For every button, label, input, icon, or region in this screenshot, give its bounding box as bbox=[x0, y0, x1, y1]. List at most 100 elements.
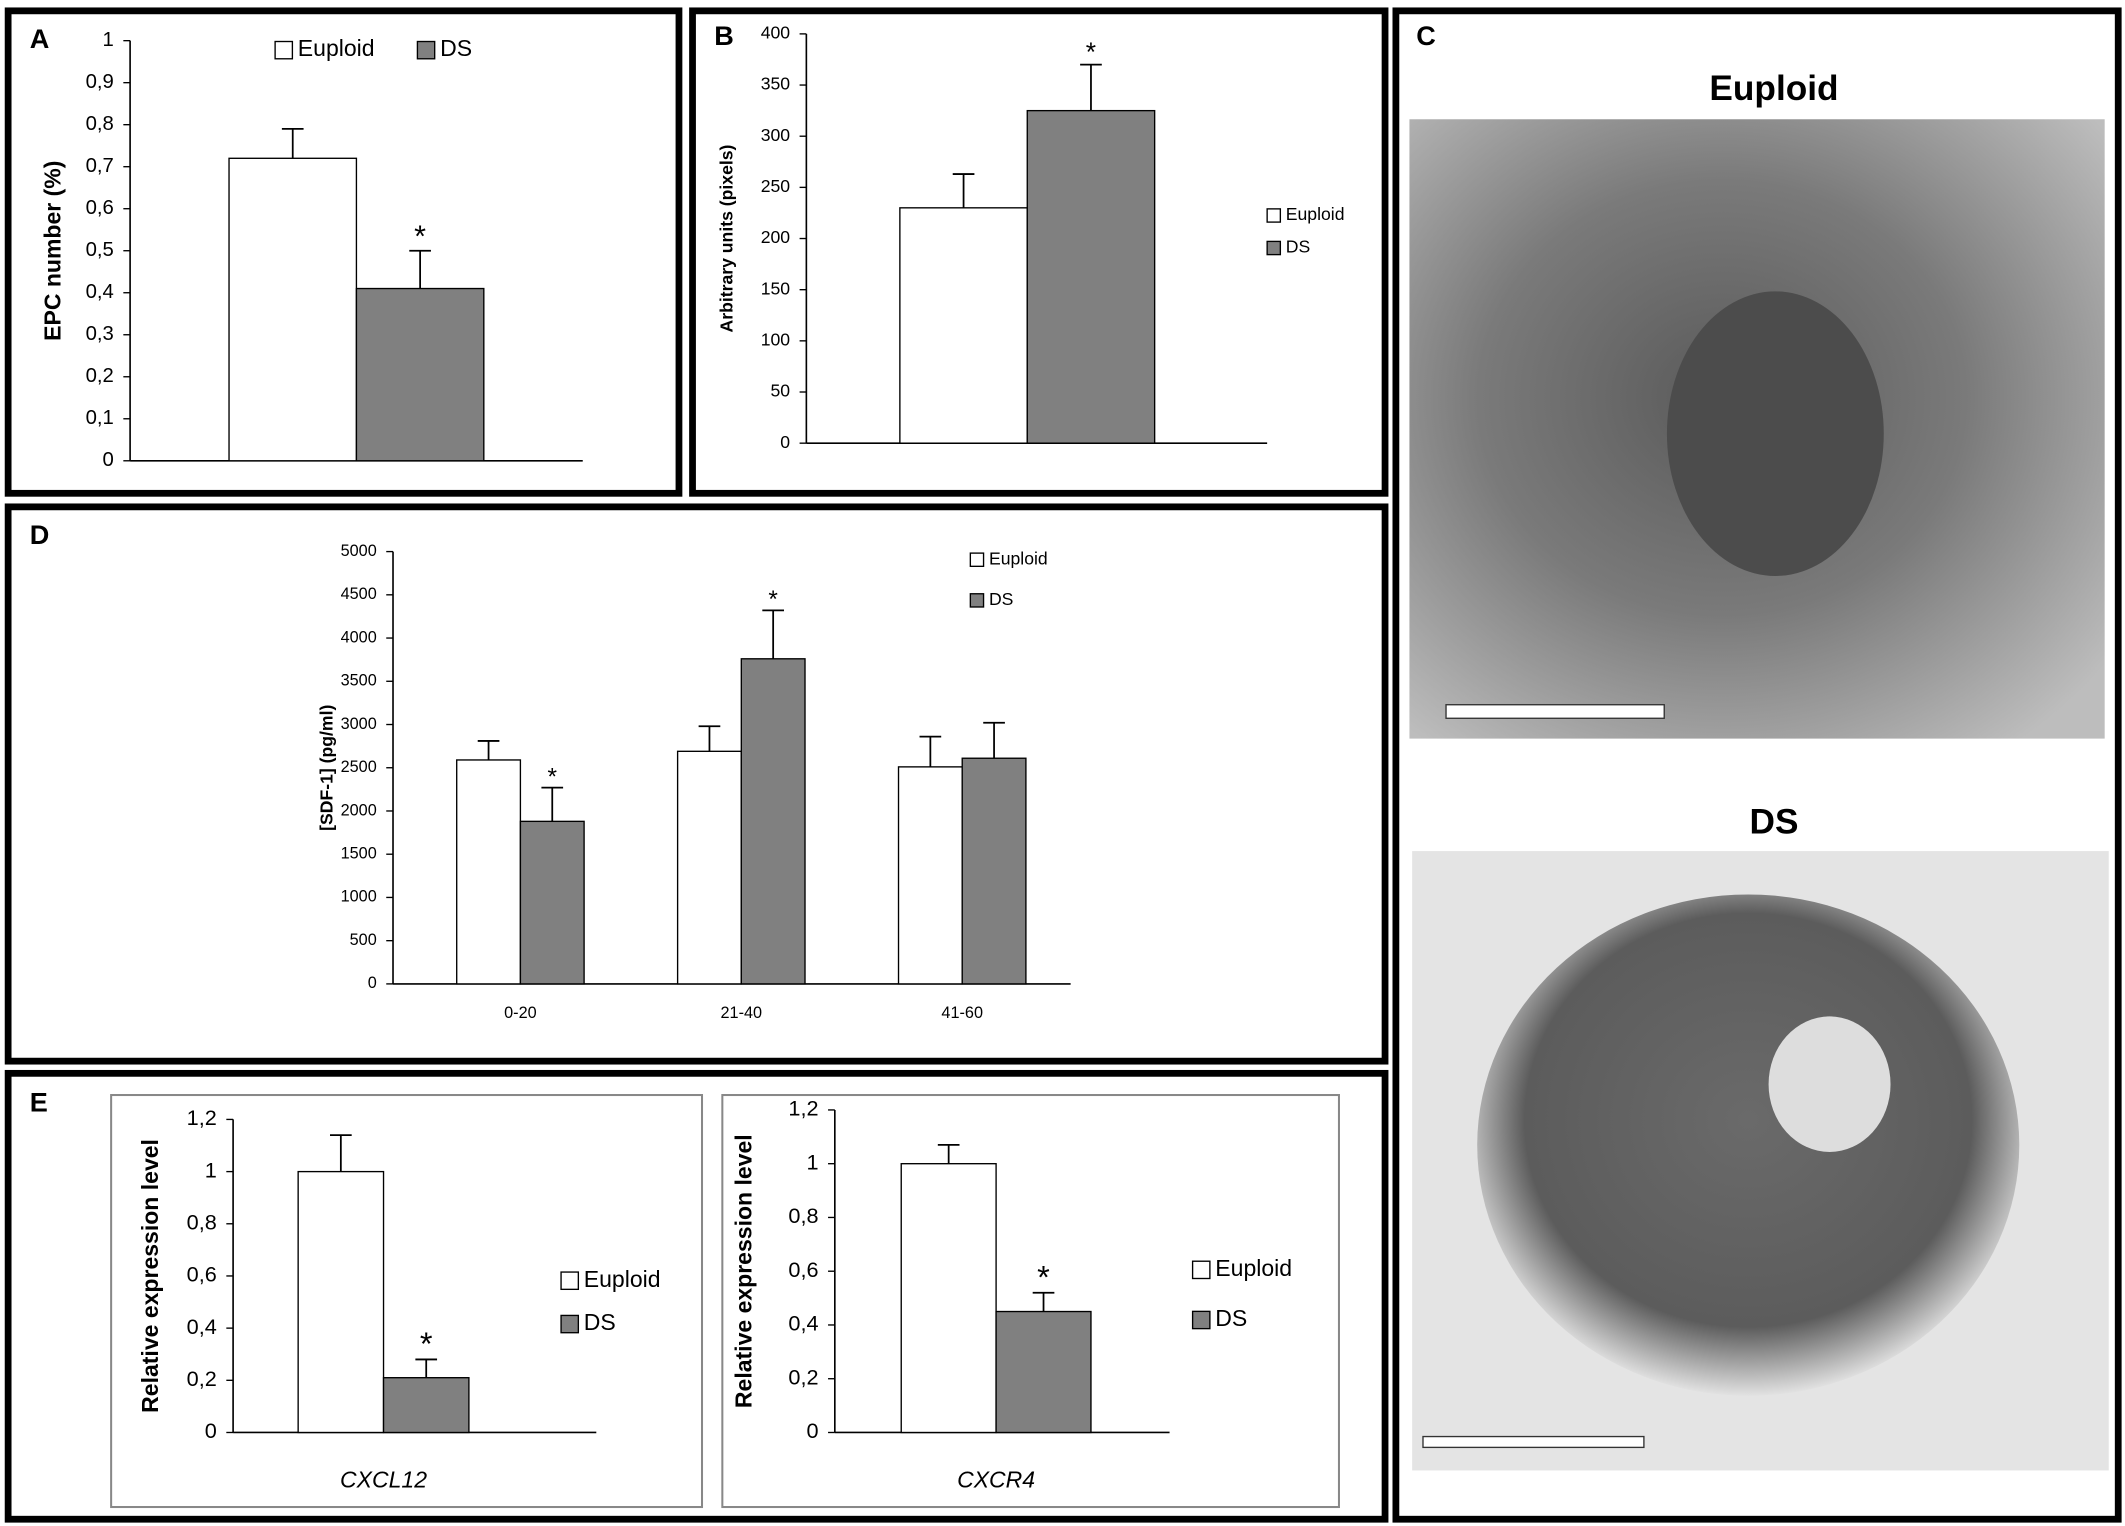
bar bbox=[382, 1377, 470, 1434]
error-bar bbox=[415, 1358, 438, 1378]
y-tick-label: 0,8 bbox=[86, 113, 114, 135]
y-tick-label: 400 bbox=[761, 23, 791, 43]
panel-frame bbox=[4, 1069, 1389, 1523]
y-tick-label: 3500 bbox=[341, 672, 377, 690]
bar bbox=[456, 759, 522, 985]
error-bar bbox=[281, 128, 304, 159]
y-tick-label: 0,6 bbox=[187, 1262, 217, 1287]
error-bar bbox=[541, 786, 564, 822]
legend-swatch bbox=[1266, 208, 1282, 223]
legend-label: Euploid bbox=[298, 35, 375, 61]
error-bar bbox=[1032, 1291, 1055, 1312]
x-tick-label: 21-40 bbox=[721, 1004, 763, 1022]
error-bar bbox=[952, 173, 975, 208]
vacuole bbox=[1768, 1016, 1891, 1152]
error-bar bbox=[409, 249, 431, 289]
y-tick-label: 4500 bbox=[341, 585, 377, 603]
nucleus bbox=[1666, 291, 1884, 576]
error-bar bbox=[1080, 63, 1102, 111]
y-tick-label: 0 bbox=[368, 974, 377, 992]
error-bar bbox=[698, 725, 721, 752]
panel-frame bbox=[1392, 7, 2122, 1523]
y-tick-label: 1,2 bbox=[788, 1096, 818, 1121]
legend-label: DS bbox=[989, 589, 1013, 609]
significance-mark: * bbox=[414, 220, 426, 254]
y-tick-label: 0,3 bbox=[86, 323, 114, 345]
y-tick-label: 0,6 bbox=[86, 197, 114, 219]
y-tick-label: 1000 bbox=[341, 888, 377, 906]
legend-label: Euploid bbox=[1215, 1255, 1292, 1281]
legend-label: Euploid bbox=[1286, 204, 1345, 224]
y-tick-label: 0,4 bbox=[788, 1311, 818, 1336]
legend-swatch bbox=[1266, 240, 1282, 256]
error-bar bbox=[983, 721, 1005, 759]
y-tick-label: 300 bbox=[761, 125, 791, 145]
y-axis-label: [SDF-1] (pg/ml) bbox=[317, 705, 337, 831]
y-tick-label: 1,2 bbox=[187, 1105, 217, 1130]
bar bbox=[740, 658, 806, 985]
subpanel-frame bbox=[110, 1094, 704, 1509]
y-tick-label: 1 bbox=[205, 1157, 217, 1182]
y-tick-label: 3000 bbox=[341, 715, 377, 733]
x-tick-label: CXCR4 bbox=[957, 1466, 1035, 1492]
error-bar bbox=[919, 735, 942, 767]
bar bbox=[676, 750, 742, 985]
y-tick-label: 2500 bbox=[341, 758, 377, 776]
y-tick-label: 0,6 bbox=[788, 1257, 818, 1282]
y-axis-label: Arbitrary units (pixels) bbox=[716, 145, 736, 333]
legend-label: DS bbox=[1286, 237, 1310, 257]
scale-bar bbox=[1422, 1435, 1645, 1449]
panel-label: B bbox=[714, 20, 734, 51]
bar bbox=[995, 1310, 1092, 1434]
bar bbox=[899, 207, 1028, 444]
y-tick-label: 5000 bbox=[341, 542, 377, 560]
y-tick-label: 0,2 bbox=[788, 1364, 818, 1389]
scale-bar bbox=[1445, 704, 1665, 719]
y-tick-label: 0,5 bbox=[86, 239, 114, 261]
y-tick-label: 50 bbox=[771, 381, 791, 401]
y-tick-label: 150 bbox=[761, 278, 791, 298]
significance-mark: * bbox=[1037, 1259, 1050, 1295]
y-tick-label: 1 bbox=[103, 29, 114, 51]
legend-swatch bbox=[969, 552, 985, 567]
y-tick-label: 350 bbox=[761, 74, 791, 94]
legend-label: DS bbox=[584, 1309, 616, 1335]
panel-label: D bbox=[30, 519, 50, 550]
significance-mark: * bbox=[1086, 37, 1096, 67]
legend-label: DS bbox=[440, 35, 472, 61]
y-tick-label: 0,7 bbox=[86, 155, 114, 177]
error-bar bbox=[477, 740, 500, 760]
y-tick-label: 0,8 bbox=[788, 1203, 818, 1228]
panel-label: A bbox=[30, 23, 50, 54]
error-bar bbox=[937, 1143, 960, 1164]
y-tick-label: 0,9 bbox=[86, 71, 114, 93]
bar bbox=[297, 1170, 385, 1434]
y-tick-label: 0 bbox=[205, 1418, 217, 1443]
y-tick-label: 2000 bbox=[341, 801, 377, 819]
legend-label: Euploid bbox=[584, 1266, 661, 1292]
y-tick-label: 0 bbox=[103, 449, 114, 471]
y-tick-label: 0,4 bbox=[86, 281, 114, 303]
y-tick-label: 0 bbox=[806, 1418, 818, 1443]
y-axis-label: Relative expression level bbox=[137, 1139, 163, 1413]
legend-label: Euploid bbox=[989, 548, 1048, 568]
error-bar bbox=[762, 609, 785, 659]
y-tick-label: 0,4 bbox=[187, 1314, 217, 1339]
y-tick-label: 0 bbox=[780, 432, 790, 452]
panel-frame bbox=[4, 503, 1389, 1065]
y-tick-label: 500 bbox=[350, 931, 377, 949]
cell bbox=[1477, 894, 2020, 1396]
x-tick-label: 41-60 bbox=[941, 1004, 983, 1022]
y-tick-label: 100 bbox=[761, 330, 791, 350]
y-axis-label: Relative expression level bbox=[730, 1134, 756, 1408]
bar bbox=[228, 157, 358, 462]
legend-swatch bbox=[1191, 1310, 1211, 1330]
legend-swatch bbox=[969, 593, 985, 608]
subpanel-frame bbox=[721, 1094, 1340, 1509]
y-axis-label: EPC number (%) bbox=[39, 161, 65, 341]
image-title: DS bbox=[1750, 802, 1799, 841]
bar bbox=[900, 1163, 997, 1434]
legend-swatch bbox=[1191, 1260, 1211, 1280]
y-tick-label: 1500 bbox=[341, 845, 377, 863]
